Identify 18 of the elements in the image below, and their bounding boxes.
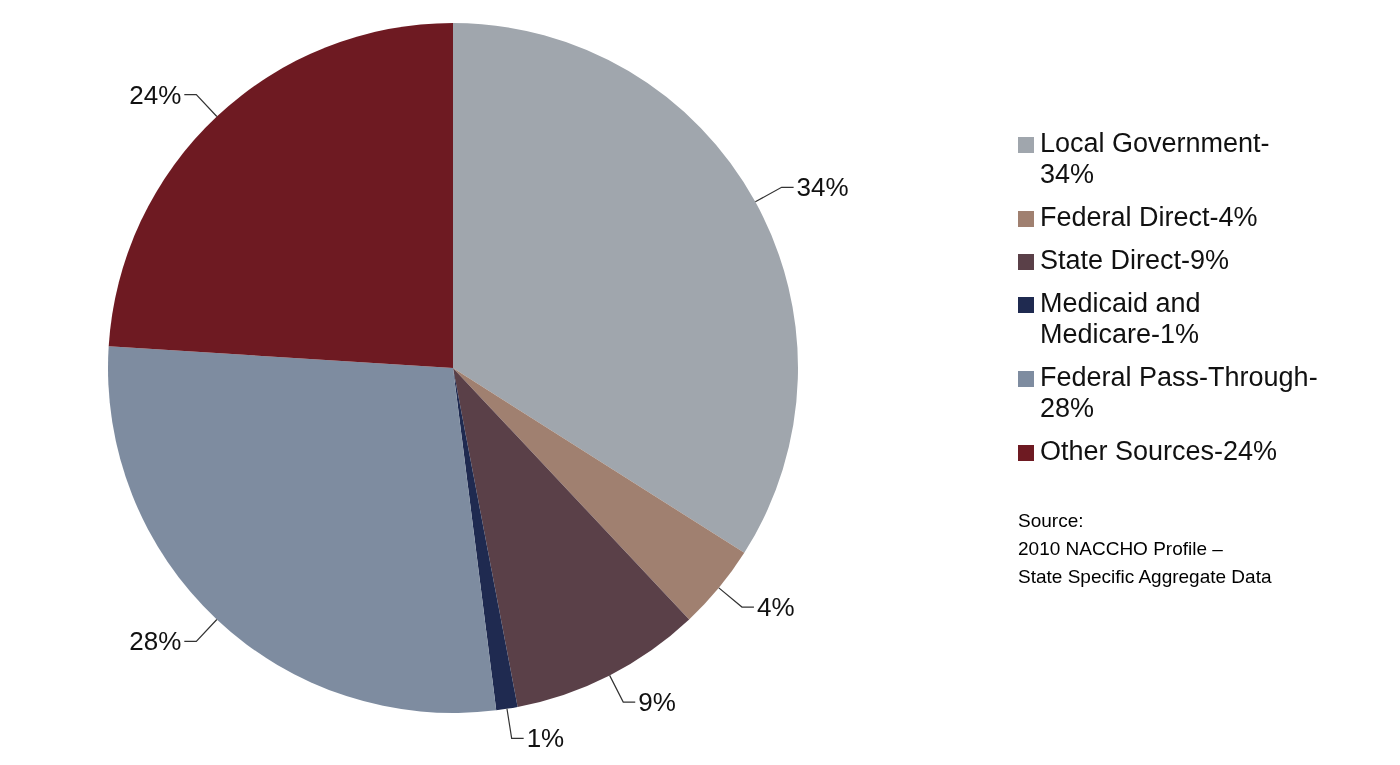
data-label: 28% [129, 626, 182, 657]
legend-label: State Direct-9% [1040, 245, 1230, 276]
legend-label: Federal Pass-Through-28% [1040, 362, 1318, 424]
pie-slice [108, 346, 497, 713]
legend-label: Other Sources-24% [1040, 436, 1278, 467]
source-note: Source: 2010 NACCHO Profile – State Specific Aggregate Data [1018, 509, 1273, 589]
data-label: 34% [796, 172, 849, 203]
pie-slice [453, 368, 518, 711]
legend-label: Local Government-34% [1040, 128, 1271, 190]
data-label: 4% [756, 592, 795, 623]
data-label: 1% [526, 723, 565, 754]
pie-slice [108, 23, 453, 368]
data-label: 24% [129, 79, 182, 110]
pie-slice [453, 368, 745, 620]
data-label: 9% [638, 687, 676, 718]
legend-label: Medicaid and Medicare-1% [1040, 288, 1202, 350]
legend-label: Federal Direct-4% [1040, 202, 1258, 233]
pie-slice [453, 23, 798, 553]
